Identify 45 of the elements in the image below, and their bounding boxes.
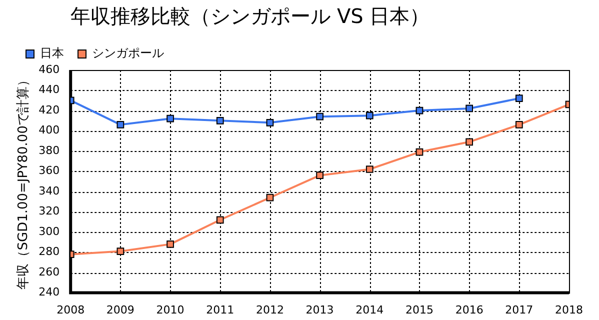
point [466,138,473,146]
x-tick-label: 2010 [156,303,184,316]
x-tick-label: 2014 [356,303,384,316]
point [416,148,424,156]
y-tick-label: 320 [38,204,60,218]
point [116,121,124,128]
point [515,94,523,102]
y-tick-label: 400 [38,124,60,137]
y-tick-label: 360 [38,164,60,178]
point [216,216,224,224]
point [316,172,324,180]
x-tick-label: 2016 [455,303,484,316]
chart-title: 年収推移比較（シンガポール VS 日本） [70,4,430,28]
y-tick-label: 260 [38,265,60,278]
x-tick-label: 2009 [106,303,134,316]
point [166,240,174,248]
point [266,118,274,126]
point [266,194,274,202]
x-tick-label: 2018 [555,303,583,316]
point [316,112,324,120]
point [515,121,523,128]
point [366,166,374,173]
y-tick-label: 300 [38,224,60,238]
x-tick-label: 2008 [56,303,85,316]
point [366,112,374,120]
x-tick-label: 2013 [306,303,334,316]
point [216,116,224,124]
y-tick-label: 440 [38,83,60,96]
point [166,114,174,122]
y-tick-label: 380 [38,144,60,157]
x-tick-label: 2015 [405,303,434,316]
y-axis-title: 年収（SGD1.00=JPY80.00で計算） [16,74,32,290]
point [116,248,124,255]
x-tick-label: 2012 [256,303,284,316]
x-tick-label: 2017 [505,303,534,316]
legend-label: 日本 [40,46,64,60]
y-tick-label: 240 [38,286,60,299]
y-tick-label: 280 [38,245,60,258]
y-tick-label: 460 [38,62,60,76]
y-tick-label: 420 [38,103,60,116]
legend-label: シンガポール [92,46,164,60]
y-tick-label: 340 [38,184,60,198]
point [416,106,424,114]
x-tick-label: 2011 [206,303,234,316]
point [466,104,473,112]
